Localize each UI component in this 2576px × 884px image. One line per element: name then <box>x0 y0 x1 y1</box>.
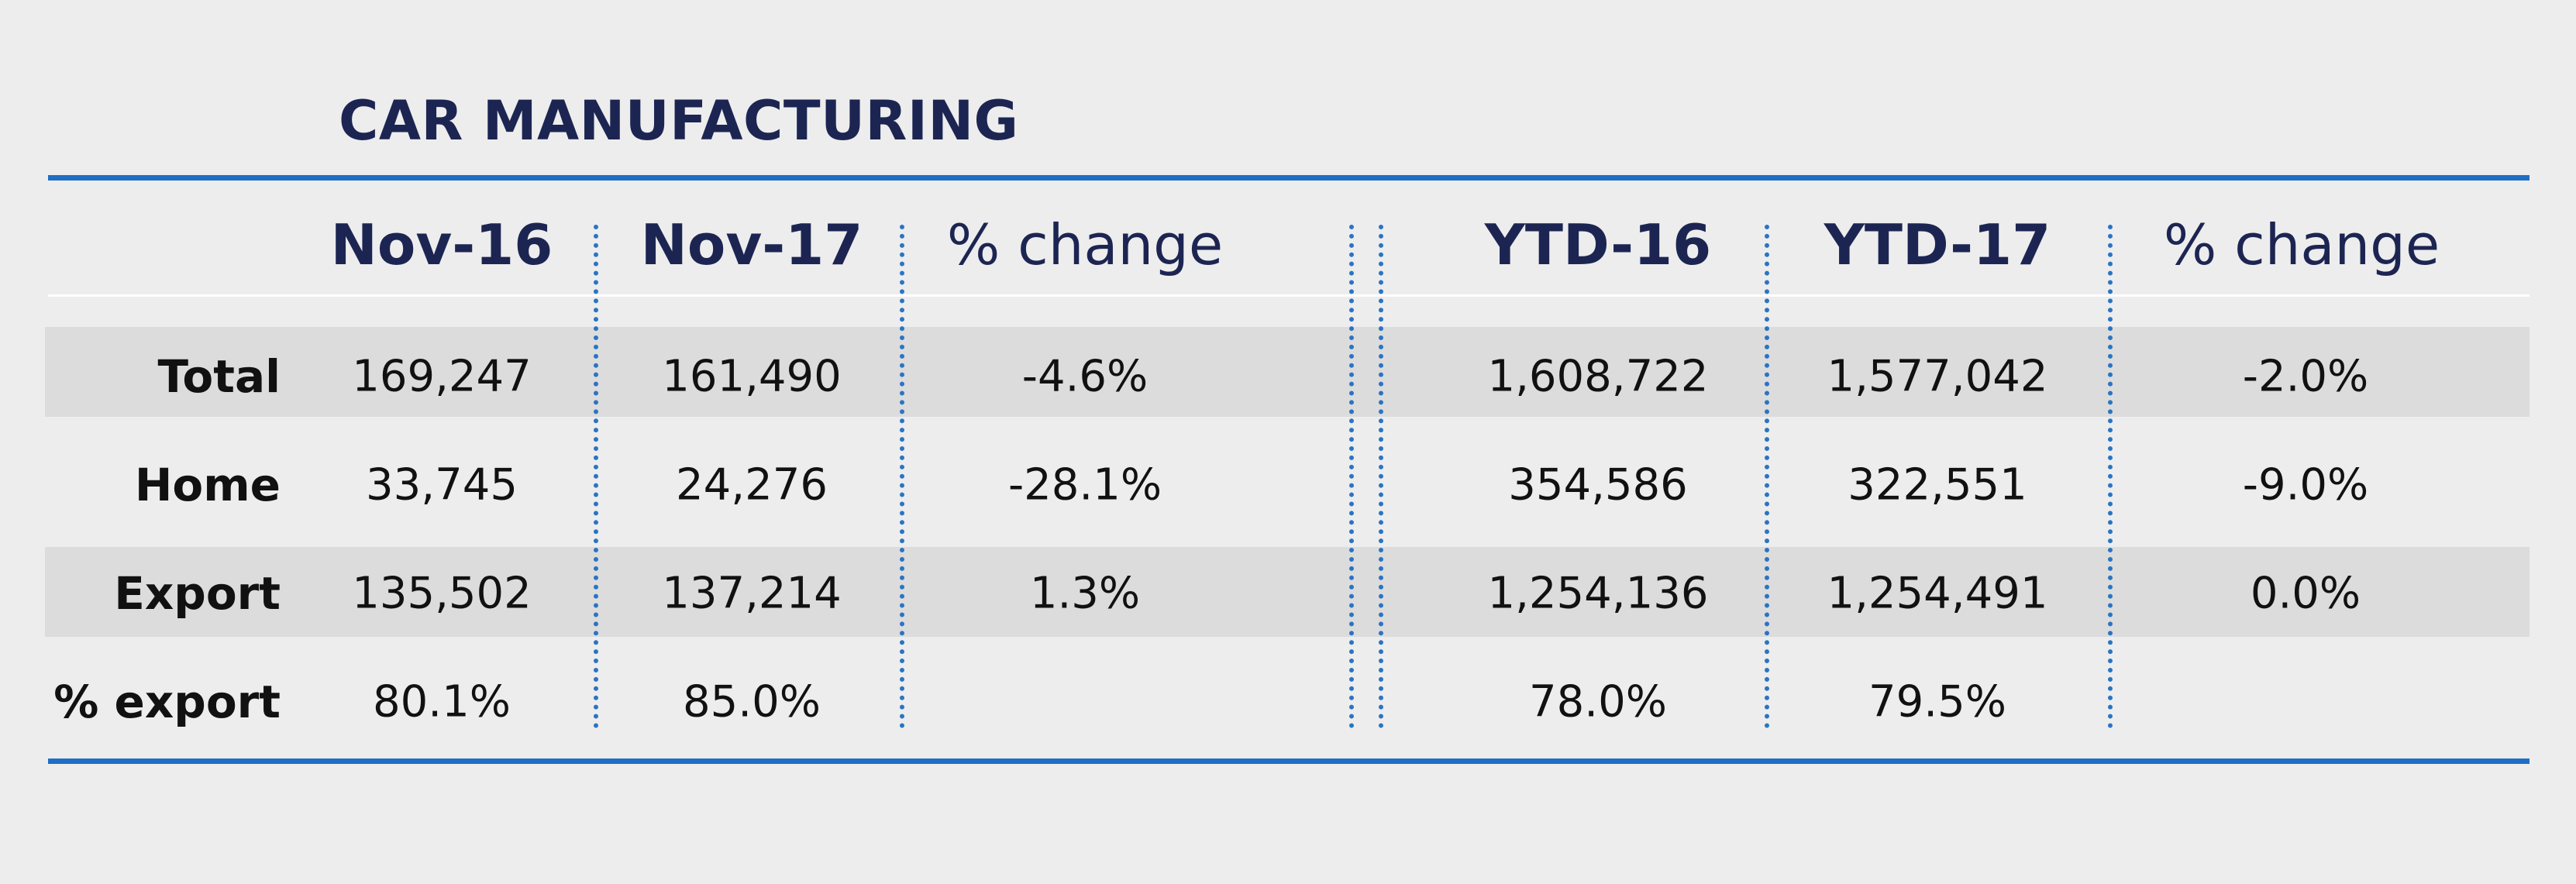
header-divider <box>48 294 2530 297</box>
table-cell: 24,276 <box>676 459 828 511</box>
table-cell: 135,502 <box>352 568 532 619</box>
column-header-ytd-16: YTD-16 <box>1484 212 1712 277</box>
column-header-nov-17: Nov-17 <box>640 212 863 277</box>
table-cell: 1.3% <box>1029 568 1141 619</box>
table-cell: -9.0% <box>2242 459 2369 511</box>
table-cell: 79.5% <box>1868 676 2006 727</box>
bottom-rule <box>48 758 2530 764</box>
table-cell: -28.1% <box>1007 459 1162 511</box>
table-cell: 80.1% <box>373 676 511 727</box>
table-cell: 169,247 <box>352 351 532 402</box>
table-cell: 322,551 <box>1848 459 2027 511</box>
column-separator <box>2108 225 2113 728</box>
table-cell: 137,214 <box>662 568 842 619</box>
table-cell: 85.0% <box>683 676 821 727</box>
column-header-ytd-17: YTD-17 <box>1824 212 2051 277</box>
table-cell: 78.0% <box>1529 676 1667 727</box>
row-label-export: Export <box>114 567 281 620</box>
table-cell: 33,745 <box>366 459 518 511</box>
row-label-home: Home <box>134 459 281 511</box>
row-label-total: Total <box>157 350 281 403</box>
row-band-export <box>45 547 2530 637</box>
table-cell: 0.0% <box>2250 568 2361 619</box>
table-cell: 1,254,491 <box>1827 568 2048 619</box>
column-header-nov-16: Nov-16 <box>330 212 553 277</box>
row-band-total <box>45 327 2530 417</box>
table-cell: -2.0% <box>2242 351 2369 402</box>
column-separator <box>1765 225 1769 728</box>
column-separator <box>594 225 598 728</box>
table-cell: 1,577,042 <box>1827 351 2048 402</box>
table-cell: 354,586 <box>1508 459 1688 511</box>
column-separator <box>1349 225 1354 728</box>
row-label-pct-export: % export <box>53 676 281 728</box>
table-cell: 161,490 <box>662 351 842 402</box>
table-cell: -4.6% <box>1021 351 1149 402</box>
table-cell: 1,254,136 <box>1487 568 1709 619</box>
column-separator <box>1379 225 1383 728</box>
column-header-pct-change-ytd: % change <box>2163 212 2440 277</box>
chart-title: CAR MANUFACTURING <box>339 89 1019 153</box>
top-rule <box>48 175 2530 181</box>
table-cell: 1,608,722 <box>1487 351 1709 402</box>
column-header-pct-change-month: % change <box>946 212 1224 277</box>
column-separator <box>900 225 904 728</box>
